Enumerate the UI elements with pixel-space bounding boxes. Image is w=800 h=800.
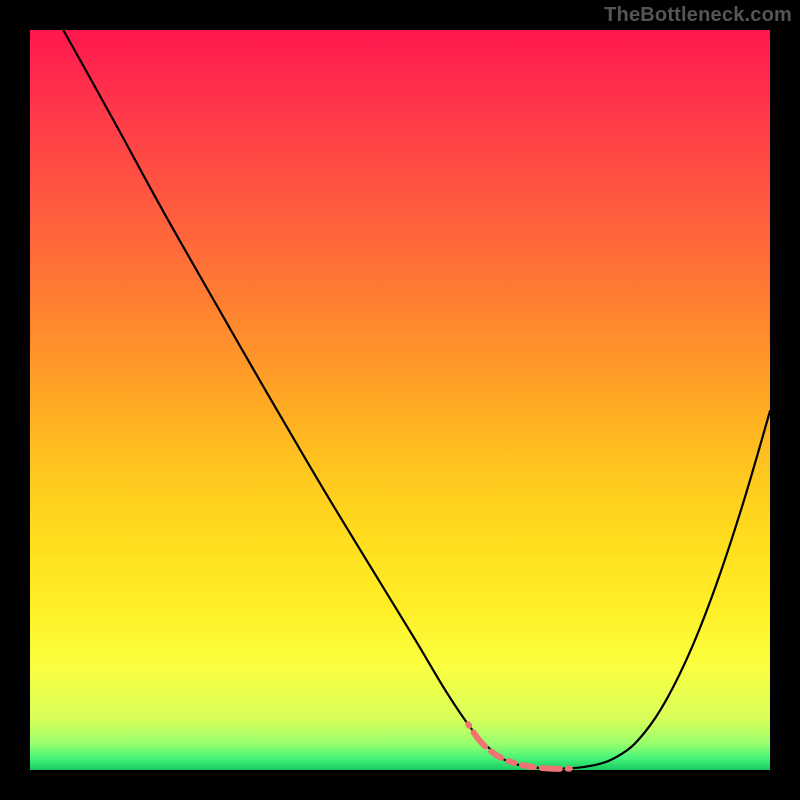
watermark-text: TheBottleneck.com — [604, 4, 792, 27]
chart-svg — [0, 0, 800, 800]
bottleneck-chart: TheBottleneck.com — [0, 0, 800, 800]
plot-area — [30, 30, 770, 770]
